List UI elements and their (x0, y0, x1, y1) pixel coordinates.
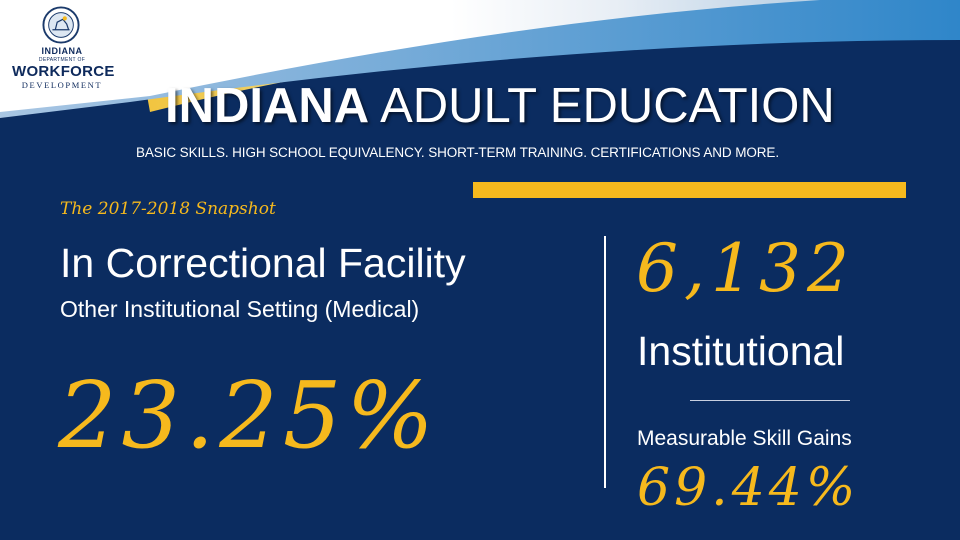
skill-gains-percent: 69.44% (637, 458, 860, 518)
correctional-percent: 23.25% (58, 362, 439, 469)
vertical-divider (604, 236, 606, 488)
institutional-count: 6,132 (636, 230, 855, 307)
logo-text-department-of: DEPARTMENT OF (38, 57, 86, 63)
accent-bar (473, 182, 906, 198)
logo-text-workforce: WORKFORCE (12, 63, 115, 80)
title-bold-part: INDIANA (165, 79, 370, 133)
title-rest-part: ADULT EDUCATION (369, 79, 835, 133)
logo-text-development: DEVELOPMENT (21, 80, 103, 90)
horizontal-divider (690, 400, 850, 401)
snapshot-label: The 2017-2018 Snapshot (60, 199, 276, 219)
department-logo: INDIANA DEPARTMENT OF WORKFORCE DEVELOPM… (12, 6, 115, 96)
correctional-heading: In Correctional Facility (60, 240, 466, 286)
logo-text-indiana: INDIANA (41, 46, 83, 56)
institutional-subheading: Other Institutional Setting (Medical) (60, 296, 420, 322)
swoosh-white-band (0, 0, 820, 112)
skill-gains-label: Measurable Skill Gains (637, 427, 852, 450)
state-seal-icon (42, 6, 80, 44)
page-title: INDIANA ADULT EDUCATION (165, 82, 835, 131)
page-subtitle: BASIC SKILLS. HIGH SCHOOL EQUIVALENCY. S… (136, 145, 779, 160)
institutional-label: Institutional (637, 328, 845, 374)
